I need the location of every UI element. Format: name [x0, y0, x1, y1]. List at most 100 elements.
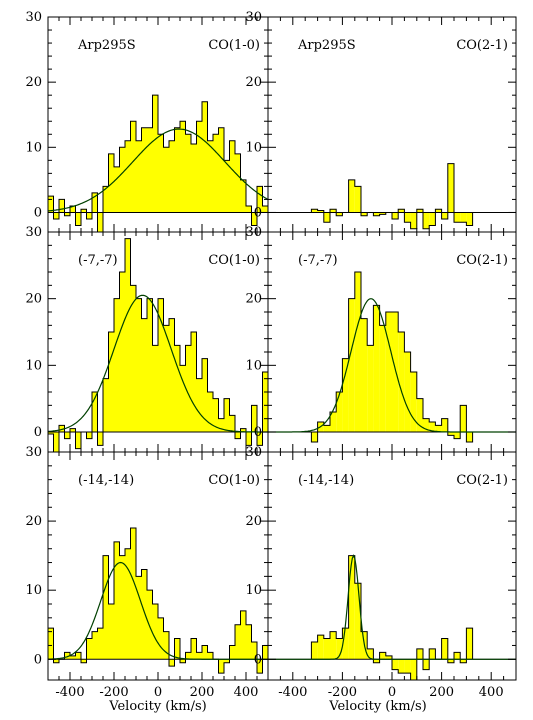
spectrum-step-line	[310, 555, 474, 680]
bar-fill	[48, 628, 54, 660]
bar-fill	[196, 652, 202, 660]
bar-fill	[180, 121, 186, 213]
bar-fill	[119, 147, 125, 213]
bar-fill	[207, 392, 213, 432]
bar-fill	[97, 628, 103, 660]
y-tick-label: 20	[25, 292, 42, 307]
bar-fill	[416, 648, 423, 660]
y-tick-label: 20	[245, 514, 262, 529]
panel-source-label: (-14,-14)	[78, 473, 134, 488]
bar-fill	[385, 655, 392, 660]
bar-fill	[240, 428, 246, 432]
bar-fill	[361, 318, 368, 432]
bar-fill	[323, 425, 330, 432]
bar-fill	[423, 418, 430, 432]
bar-fill	[373, 305, 380, 432]
bar-fill	[64, 212, 70, 216]
bar-fill	[202, 645, 208, 660]
bar-fill	[114, 298, 120, 432]
bar-fill	[429, 422, 436, 432]
panel-plot	[268, 163, 516, 230]
bar-fill	[97, 212, 103, 232]
bar-fill	[229, 140, 235, 213]
bar-fill	[336, 638, 343, 660]
panel-line-label: CO(2-1)	[456, 253, 508, 268]
bar-fill	[460, 212, 467, 223]
panel-source-label: (-7,-7)	[78, 253, 118, 268]
bar-fill	[348, 555, 355, 660]
bar-fill	[147, 298, 153, 432]
bar-fill	[213, 134, 219, 213]
bar-fill	[398, 659, 405, 674]
bar-fill	[257, 659, 263, 674]
bar-fill	[454, 652, 461, 660]
bar-fill	[447, 432, 454, 436]
bar-fill	[97, 432, 103, 446]
spectrum-step-line	[48, 527, 268, 674]
bar-fill	[169, 318, 175, 432]
bar-fill	[70, 428, 76, 432]
bar-fill	[423, 659, 430, 670]
bar-fill	[311, 209, 318, 213]
bar-fill	[441, 418, 448, 432]
bar-fill	[373, 212, 380, 216]
bar-fill	[163, 325, 169, 432]
bar-fill	[103, 186, 109, 213]
y-tick-label: 10	[245, 140, 262, 155]
y-tick-label: 30	[245, 10, 262, 25]
bar-fill	[48, 432, 54, 434]
bar-fill	[262, 205, 268, 213]
bar-fill	[158, 134, 164, 213]
bar-fill	[75, 432, 81, 449]
y-tick-label: 0	[34, 652, 42, 667]
spectrum-step-line	[48, 94, 268, 232]
bar-fill	[454, 212, 461, 223]
bar-fill	[317, 210, 324, 213]
panel-line-label: CO(1-0)	[208, 253, 260, 268]
y-tick-label: 20	[25, 514, 42, 529]
bar-fill	[404, 212, 411, 223]
bar-fill	[392, 312, 399, 432]
panel-source-label: Arp295S	[297, 38, 356, 53]
bar-fill	[136, 140, 142, 213]
bar-fill	[404, 659, 411, 674]
bar-fill	[416, 398, 423, 432]
panel-middle-left: 0 10 20 30 (-7,-7) CO(1-0)	[25, 225, 269, 453]
bar-fill	[207, 140, 213, 213]
bar-fill	[218, 418, 224, 432]
bar-fill	[447, 163, 454, 213]
bar-fill	[379, 325, 386, 432]
bar-fill	[81, 659, 87, 663]
y-tick-label: 30	[245, 445, 262, 460]
bar-fill	[240, 610, 246, 660]
bar-fill	[262, 645, 268, 660]
bar-fill	[398, 209, 405, 213]
bar-fill	[361, 212, 368, 216]
bar-fill	[163, 631, 169, 660]
bar-fill	[229, 645, 235, 660]
bar-fill	[398, 332, 405, 432]
bar-fill	[460, 659, 467, 663]
panel-source-label: (-7,-7)	[298, 253, 338, 268]
bar-fill	[435, 425, 442, 432]
gaussian-fit-curve	[268, 298, 516, 433]
bar-fill	[169, 659, 175, 667]
bar-fill	[246, 624, 252, 660]
y-tick-label: 20	[245, 75, 262, 90]
bar-fill	[185, 134, 191, 213]
y-tick-label: 10	[25, 358, 42, 373]
bar-fill	[196, 378, 202, 432]
x-tick-label: -400	[278, 685, 307, 700]
y-tick-label: 30	[245, 225, 262, 240]
bar-fill	[48, 196, 54, 213]
bar-fill	[196, 121, 202, 213]
bar-fill	[348, 179, 355, 213]
bar-fill	[53, 432, 59, 452]
bar-fill	[202, 101, 208, 213]
bar-fill	[141, 318, 147, 432]
bar-fill	[466, 432, 473, 442]
bar-fill	[224, 398, 230, 432]
bar-fill	[354, 583, 361, 660]
bar-fill	[410, 212, 417, 229]
bar-fill	[257, 186, 263, 213]
